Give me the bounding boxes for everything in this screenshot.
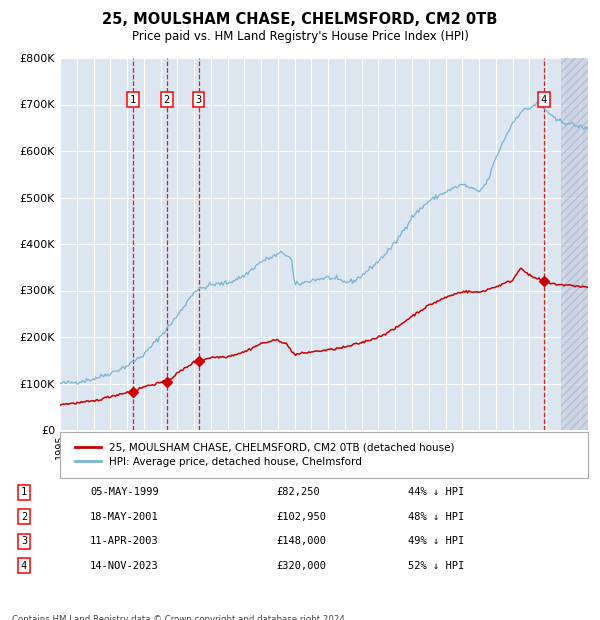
Text: 3: 3 [21,536,27,546]
Text: 4: 4 [21,560,27,571]
Text: 49% ↓ HPI: 49% ↓ HPI [408,536,464,546]
Text: £148,000: £148,000 [276,536,326,546]
Text: £82,250: £82,250 [276,487,320,497]
Text: 2: 2 [164,95,170,105]
Text: 4: 4 [541,95,547,105]
Text: 1: 1 [21,487,27,497]
Legend: 25, MOULSHAM CHASE, CHELMSFORD, CM2 0TB (detached house), HPI: Average price, de: 25, MOULSHAM CHASE, CHELMSFORD, CM2 0TB … [70,439,458,471]
Text: 44% ↓ HPI: 44% ↓ HPI [408,487,464,497]
Text: Price paid vs. HM Land Registry's House Price Index (HPI): Price paid vs. HM Land Registry's House … [131,30,469,43]
Text: Contains HM Land Registry data © Crown copyright and database right 2024.
This d: Contains HM Land Registry data © Crown c… [12,615,347,620]
Text: 11-APR-2003: 11-APR-2003 [90,536,159,546]
Text: £320,000: £320,000 [276,560,326,571]
Text: 52% ↓ HPI: 52% ↓ HPI [408,560,464,571]
Text: £102,950: £102,950 [276,512,326,522]
Text: 18-MAY-2001: 18-MAY-2001 [90,512,159,522]
Text: 14-NOV-2023: 14-NOV-2023 [90,560,159,571]
Text: 1: 1 [130,95,136,105]
Bar [560,58,588,430]
Text: 2: 2 [21,512,27,522]
Text: 48% ↓ HPI: 48% ↓ HPI [408,512,464,522]
Text: 25, MOULSHAM CHASE, CHELMSFORD, CM2 0TB: 25, MOULSHAM CHASE, CHELMSFORD, CM2 0TB [103,12,497,27]
Text: 3: 3 [196,95,202,105]
Text: 05-MAY-1999: 05-MAY-1999 [90,487,159,497]
